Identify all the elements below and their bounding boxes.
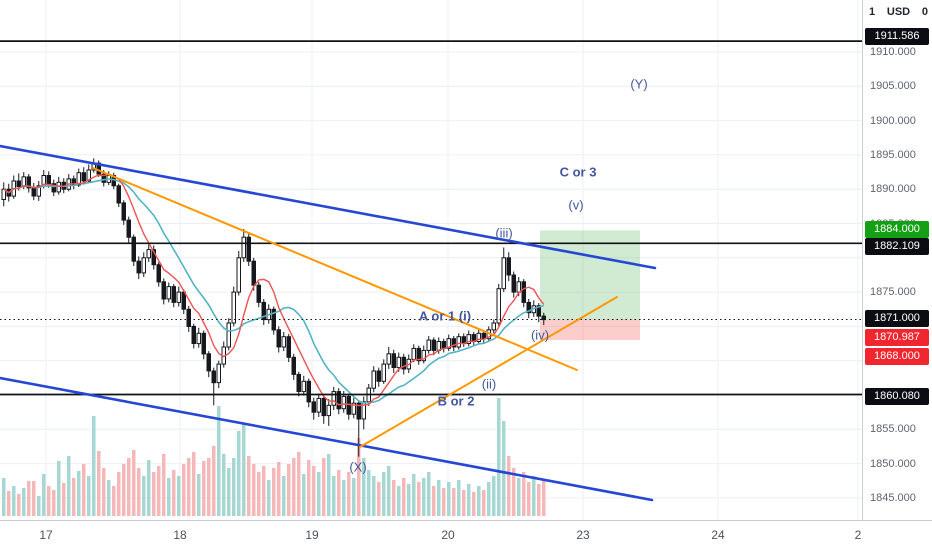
price-tick: 1910.000 [870, 46, 916, 58]
time-tick: 23 [576, 528, 590, 542]
time-tick: 18 [173, 528, 187, 542]
axis-header-left: 1 [869, 6, 876, 18]
price-badge-dark: 1911.586 [865, 28, 929, 45]
position-profit-zone[interactable] [540, 230, 640, 320]
price-chart-canvas[interactable] [0, 0, 862, 520]
time-tick: 2 [854, 528, 862, 542]
ma-slow-line [3, 178, 545, 404]
axis-header-right: 0 [921, 6, 928, 18]
time-tick: 19 [305, 528, 319, 542]
time-tick: 17 [39, 528, 53, 542]
price-badge-green: 1884.000 [865, 221, 929, 238]
price-tick: 1895.000 [870, 149, 916, 161]
price-badge-red: 1868.000 [865, 348, 929, 365]
trend-line-wedge-down[interactable] [92, 167, 578, 371]
grid-layer [0, 0, 862, 520]
price-tick: 1855.000 [870, 423, 916, 435]
price-axis[interactable]: 1 USD 0 1910.000 1905.000 1900.000 1895.000… [862, 0, 932, 550]
price-tick: 1890.000 [870, 183, 916, 195]
position-stop-zone[interactable] [540, 319, 640, 341]
price-badge-dark: 1871.000 [865, 310, 929, 327]
currency-label: USD [886, 6, 911, 18]
volume-bars [2, 398, 546, 516]
price-tick: 1875.000 [870, 286, 916, 298]
chart-pane[interactable]: (Y) C or 3 (v) (iii) A or 1 (i) (iv) (ii) B or … [0, 0, 862, 520]
price-tick: 1850.000 [870, 458, 916, 470]
price-tick: 1905.000 [870, 80, 916, 92]
price-tick: 1845.000 [870, 492, 916, 504]
price-badge-dark: 1882.109 [865, 238, 929, 255]
candles [1, 158, 546, 457]
price-tick: 1900.000 [870, 115, 916, 127]
time-axis[interactable]: 17 18 19 20 23 24 2 [0, 520, 932, 550]
trend-line-channel-bottom[interactable] [0, 376, 654, 502]
time-tick: 20 [441, 528, 455, 542]
trend-line-wedge-up[interactable] [359, 296, 618, 448]
price-badge-dark: 1860.080 [865, 388, 929, 405]
axis-header: 1 USD 0 [869, 6, 928, 18]
price-badge-red: 1870.987 [865, 329, 929, 346]
ma-fast-line [3, 173, 545, 407]
time-tick: 24 [711, 528, 725, 542]
trend-line-channel-top[interactable] [0, 144, 657, 270]
